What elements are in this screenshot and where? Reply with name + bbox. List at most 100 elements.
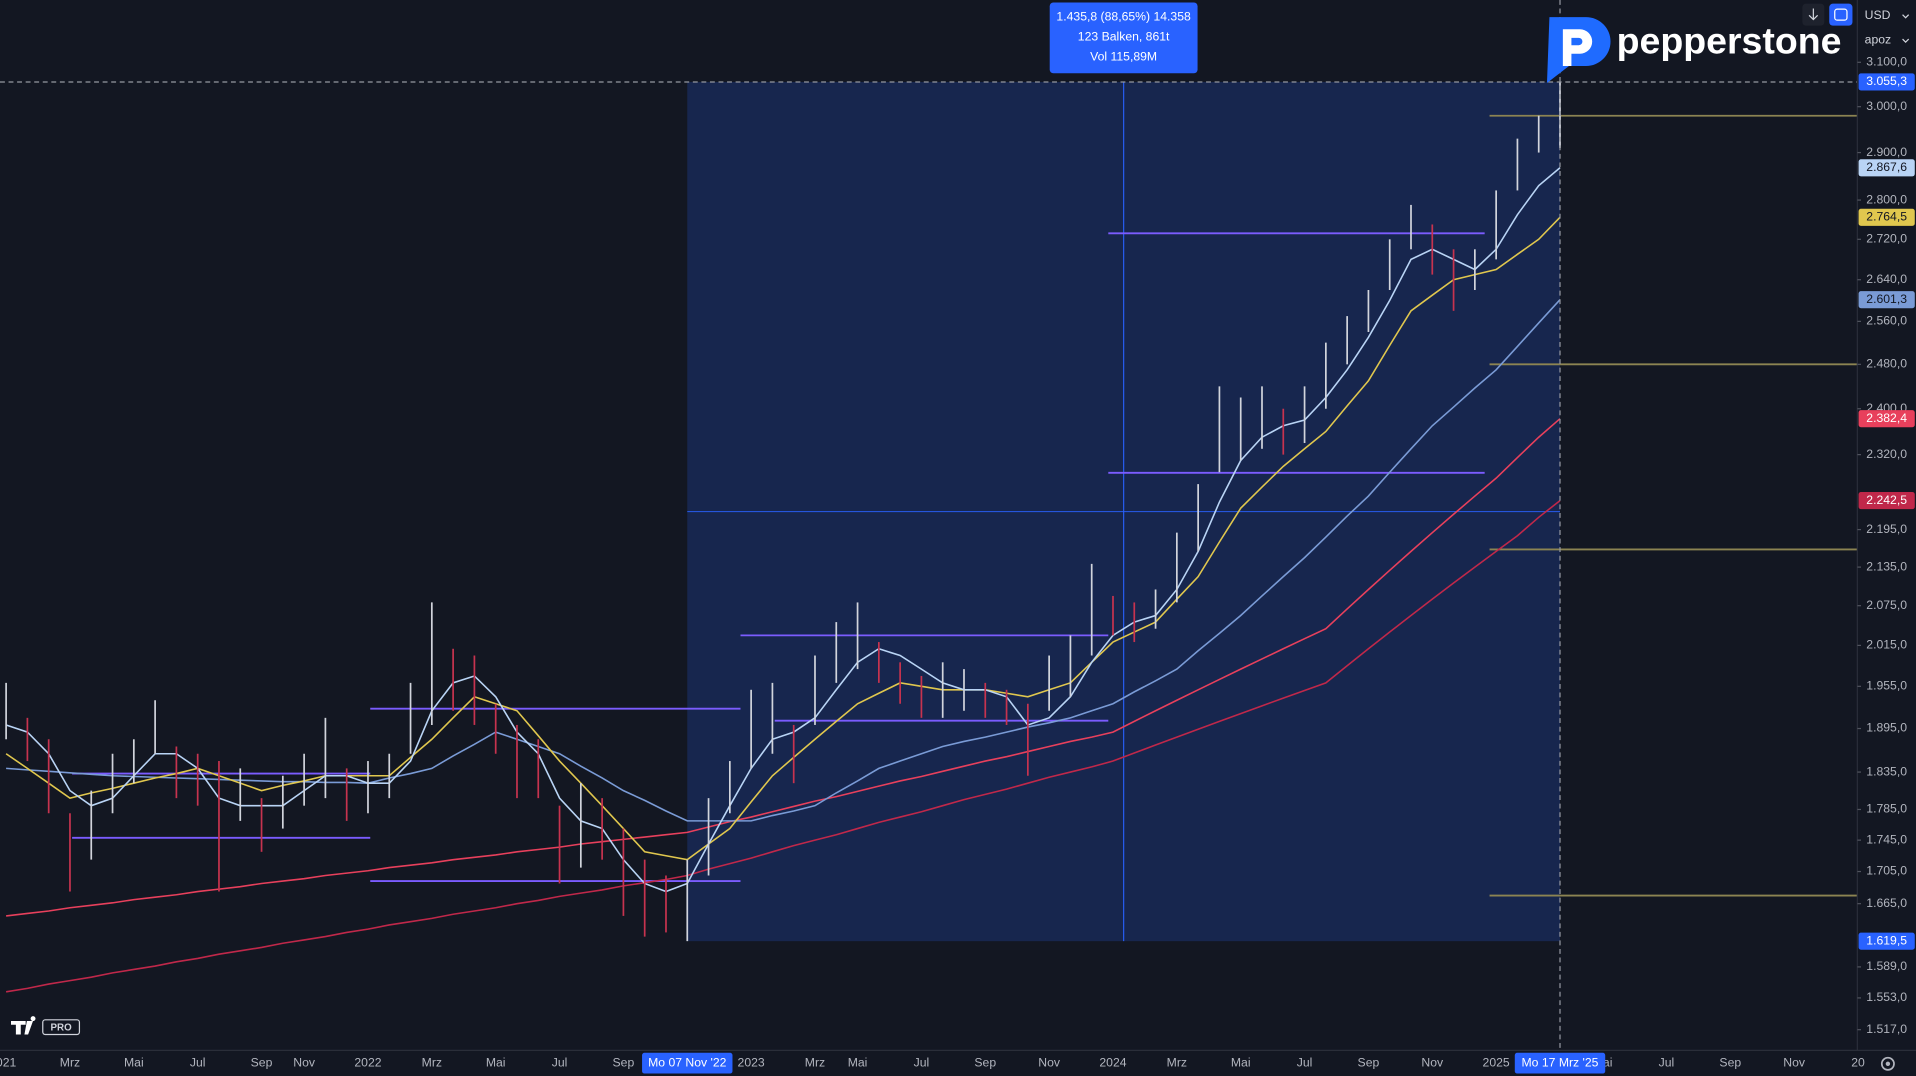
y-tick-label: 1.589,0 — [1866, 959, 1907, 973]
brand-name: pepperstone — [1617, 21, 1842, 62]
y-tick-label: 1.895,0 — [1866, 721, 1907, 735]
x-tick-label: Mai — [486, 1055, 506, 1069]
currency[interactable]: USD — [1865, 8, 1891, 22]
ma-line — [6, 418, 1561, 917]
price-tag-label: 3.055,3 — [1866, 74, 1907, 88]
y-tick-label: 1.835,0 — [1866, 764, 1907, 778]
x-tick-label: Mai — [848, 1055, 868, 1069]
x-tick-label: Mo 17 Mrz '25 — [1522, 1055, 1599, 1069]
x-tick-label: Nov — [1038, 1055, 1061, 1069]
price-tag-label: 2.867,6 — [1866, 160, 1907, 174]
x-tick-label: Sep — [613, 1055, 635, 1069]
y-tick-label: 2.720,0 — [1866, 232, 1907, 246]
x-tick-highlight — [642, 1052, 733, 1074]
price-tag — [1858, 159, 1915, 177]
x-tick-label: Jul — [1297, 1055, 1313, 1069]
x-tick-label: Sep — [974, 1055, 996, 1069]
y-tick-label: 1.517,0 — [1866, 1022, 1907, 1036]
price-tag — [1858, 73, 1915, 91]
price-tag — [1858, 410, 1915, 428]
ma-line — [5, 167, 1561, 893]
x-tick-label: Mrz — [422, 1055, 442, 1069]
y-tick-label: 2.320,0 — [1866, 447, 1907, 461]
y-tick-label: 1.955,0 — [1866, 679, 1907, 693]
y-tick-label: 2.135,0 — [1866, 559, 1907, 573]
x-tick-label: Mrz — [805, 1055, 825, 1069]
range-tooltip-text: 123 Balken, 861t — [1078, 29, 1170, 43]
x-tick-label: 2025 — [1483, 1055, 1510, 1069]
y-tick-label: 2.195,0 — [1866, 522, 1907, 536]
x-tick-label: 20 — [1851, 1055, 1865, 1069]
x-tick-label: Jul — [190, 1055, 206, 1069]
price-tag-label: 1.619,5 — [1866, 933, 1907, 947]
price-tag-label: 2.764,5 — [1866, 210, 1907, 224]
y-tick-label: 1.745,0 — [1866, 832, 1907, 846]
x-tick-label: Mai — [1231, 1055, 1251, 1069]
y-tick-label: 1.705,0 — [1866, 864, 1907, 878]
x-tick-label: Jul — [552, 1055, 568, 1069]
y-tick-label: 2.480,0 — [1866, 357, 1907, 371]
badge-text: PRO — [51, 1022, 73, 1033]
ma-line — [5, 499, 1561, 993]
y-tick-label: 2.800,0 — [1866, 192, 1907, 206]
range-tooltip-text: 1.435,8 (88,65%) 14.358 — [1056, 9, 1191, 23]
price-tag — [1858, 291, 1915, 309]
x-tick-label: Nov — [1421, 1055, 1444, 1069]
y-tick-label: 2.015,0 — [1866, 638, 1907, 652]
currency-chevron — [1902, 14, 1910, 19]
tv-logo — [10, 1016, 36, 1035]
y-tick-label: 1.553,0 — [1866, 990, 1907, 1004]
price-tag-label: 2.382,4 — [1866, 411, 1907, 425]
x-tick-label: Nov — [1783, 1055, 1806, 1069]
plot-area: 1.435,8 (88,65%) 14.358 123 Balken, 861t V… — [0, 0, 1858, 1051]
x-tick-label: Sep — [251, 1055, 273, 1069]
x-tick-label: Mrz — [60, 1055, 80, 1069]
x-tick-highlight — [1514, 1052, 1606, 1074]
sync-button[interactable] — [1829, 3, 1853, 26]
price-tag — [1858, 492, 1915, 510]
x-tick-label: Mo 07 Nov '22 — [648, 1055, 727, 1069]
y-tick-label: 2.640,0 — [1866, 272, 1907, 286]
menu[interactable]: apoz — [1865, 33, 1891, 47]
price-tag-label: 2.242,5 — [1866, 493, 1907, 507]
x-tick-label: Jul — [1659, 1055, 1675, 1069]
ma-line — [5, 216, 1561, 861]
download-icon — [1808, 8, 1819, 21]
x-tick-label: Sep — [1719, 1055, 1741, 1069]
price-tag — [1858, 208, 1915, 226]
y-tick-label: 2.075,0 — [1866, 598, 1907, 612]
sync-icon — [1834, 8, 1848, 21]
x-tick-label: 2023 — [738, 1055, 765, 1069]
tv-badge: PRO — [10, 1016, 81, 1036]
x-tick-label: Nov — [293, 1055, 316, 1069]
y-tick-label: 3.100,0 — [1866, 55, 1907, 69]
x-tick-label: 2022 — [354, 1055, 381, 1069]
range-tooltip — [1049, 2, 1198, 74]
ma-line — [6, 299, 1561, 822]
x-tick-label: Jul — [914, 1055, 930, 1069]
price-tag — [1858, 932, 1915, 950]
y-tick-label: 2.900,0 — [1866, 145, 1907, 159]
brand-logo: pepperstone — [1546, 17, 1842, 84]
axes: 3.100,0 3.000,0 2.900,0 2.800,0 2.720,0 2.640… — [0, 55, 1915, 1074]
settings-icon — [1885, 1061, 1891, 1066]
settings-button[interactable] — [1880, 1056, 1895, 1071]
x-tick-label: 021 — [0, 1055, 16, 1069]
x-tick-label: 2024 — [1099, 1055, 1126, 1069]
y-tick-label: 1.665,0 — [1866, 896, 1907, 910]
badge-box — [42, 1019, 81, 1036]
x-tick-label: Sep — [1358, 1055, 1380, 1069]
y-tick-label: 3.000,0 — [1866, 99, 1907, 113]
y-tick-label: 2.560,0 — [1866, 314, 1907, 328]
price-tag-label: 2.601,3 — [1866, 292, 1907, 306]
logo-mark — [1562, 29, 1593, 66]
y-tick-label: 1.785,0 — [1866, 802, 1907, 816]
menu-chevron — [1902, 38, 1910, 43]
range-tooltip-text: Vol 115,89M — [1090, 50, 1157, 64]
x-tick-label: Mrz — [1167, 1055, 1187, 1069]
x-tick-label: Mai — [124, 1055, 144, 1069]
